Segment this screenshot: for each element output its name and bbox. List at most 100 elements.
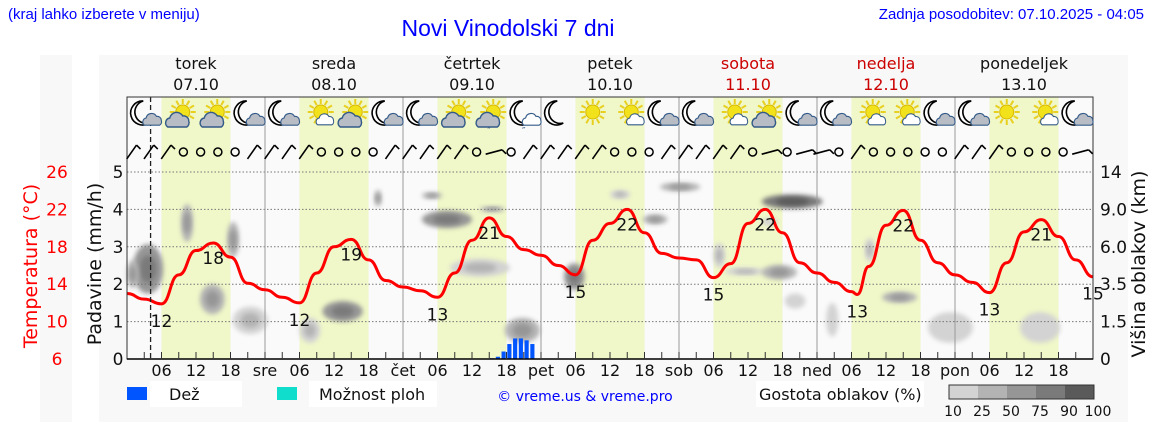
wind-e-icon: [1071, 149, 1094, 155]
wind-ne-icon: [988, 144, 1004, 160]
calm-circle: [834, 147, 844, 157]
sun-ray: [175, 100, 180, 106]
calm-circle: [627, 147, 637, 157]
wind-ne-icon: [402, 144, 418, 160]
calm-circle: [644, 147, 654, 157]
sun-ray: [994, 115, 1001, 120]
barb-shaft: [453, 144, 465, 160]
rain-bar: [501, 351, 506, 359]
cloud-core: [866, 243, 873, 257]
calm-circle: [316, 147, 327, 157]
hour-label: 06: [979, 361, 999, 380]
calm-circle: [920, 147, 930, 157]
barb-feather: [601, 144, 607, 150]
barb-shaft: [143, 144, 155, 160]
moon-shape: [543, 100, 564, 126]
wind-calm-icon: [644, 147, 654, 157]
cloud-shape: [694, 112, 715, 126]
wind-ne-icon: [419, 144, 435, 160]
hour-label: 12: [1014, 361, 1034, 380]
moon-cloud-icon: [957, 100, 991, 126]
copyright-link[interactable]: © vreme.us & vreme.pro: [497, 389, 672, 405]
cloud-core: [734, 269, 757, 274]
rain-bar: [524, 340, 529, 359]
density-level-label: 25: [973, 404, 991, 420]
sun-ray: [727, 100, 732, 106]
temperature-label: 13: [846, 302, 868, 322]
sun-ray: [205, 104, 211, 109]
sun-ray: [358, 100, 363, 106]
daylight-band: [713, 97, 783, 359]
barb-shaft: [522, 144, 534, 160]
day-date: 12.10: [863, 75, 909, 94]
barb-feather: [998, 144, 1004, 150]
barb-shaft: [436, 144, 448, 160]
calm-circle: [782, 147, 792, 157]
calm-circle: [937, 147, 948, 157]
sun-ray: [737, 100, 743, 106]
temperature-label: 13: [427, 305, 449, 325]
rain-legend-swatch: [127, 387, 147, 400]
barb-shaft: [729, 144, 741, 160]
wind-ne-icon: [160, 144, 176, 160]
sun-ray: [875, 100, 881, 106]
calm-circle: [903, 147, 913, 157]
precipitation-tick: 0: [113, 350, 124, 370]
wind-calm-icon: [316, 147, 327, 157]
temperature-tick: 14: [46, 275, 68, 295]
sun-small-cloud-icon: [1032, 99, 1059, 126]
sun-ray: [1033, 115, 1039, 120]
wind-ne-icon: [246, 144, 262, 160]
barb-feather: [705, 144, 711, 150]
density-swatch: [1036, 385, 1065, 399]
moon-cloud-icon: [267, 100, 301, 126]
barb-feather: [463, 144, 469, 150]
day-abbr-label: sob: [665, 361, 693, 380]
wind-ne-icon: [143, 144, 159, 160]
sun-small-cloud-icon: [894, 99, 921, 126]
sun-ray: [865, 100, 870, 106]
hour-label: 06: [427, 361, 447, 380]
temperature-label: 18: [202, 249, 224, 269]
cloud-shape: [970, 112, 991, 126]
rain-bar: [530, 344, 535, 359]
last-updated: Zadnja posodobitev: 07.10.2025 - 04:05: [878, 6, 1144, 23]
calm-circle: [195, 147, 206, 157]
barb-shaft: [761, 149, 779, 155]
cloud-core: [426, 193, 438, 198]
wind-ne-icon: [436, 144, 452, 160]
wind-ne-icon: [660, 144, 676, 160]
wind-ne-icon: [453, 144, 469, 160]
temperature-tick: 18: [46, 238, 68, 258]
moon-cloud-drizzle-icon: ″: [509, 100, 542, 137]
day-name: petek: [587, 54, 633, 73]
sun-cloud-icon: [337, 99, 369, 128]
barb-feather: [153, 144, 159, 150]
sun-ray: [757, 104, 763, 109]
sun-ray: [580, 115, 587, 120]
cloud-core: [648, 216, 662, 223]
showers-legend-swatch: [277, 387, 297, 400]
sun-ray: [499, 115, 506, 120]
sun-ray: [485, 100, 491, 106]
wind-e-icon: [761, 149, 783, 155]
barb-feather: [429, 144, 435, 150]
density-level-label: 75: [1031, 404, 1049, 420]
day-name: ponedeljek: [980, 54, 1069, 73]
sun-ray: [772, 100, 777, 106]
wind-calm-icon: [195, 147, 206, 157]
calm-circle: [868, 147, 879, 157]
cloud-shape: [315, 113, 335, 126]
barb-shaft: [281, 144, 293, 160]
barb-feather: [722, 144, 728, 150]
sun-ray: [623, 100, 629, 106]
calm-circle: [1023, 147, 1034, 157]
precipitation-tick: 5: [113, 163, 124, 183]
calm-circle: [213, 147, 223, 157]
cloud-core: [769, 268, 789, 277]
cloud-core: [375, 193, 381, 203]
temperature-label: 12: [289, 311, 311, 331]
wind-calm-icon: [1058, 147, 1068, 157]
sun-ray: [585, 100, 590, 106]
showers-legend-label: Možnost ploh: [319, 385, 425, 404]
